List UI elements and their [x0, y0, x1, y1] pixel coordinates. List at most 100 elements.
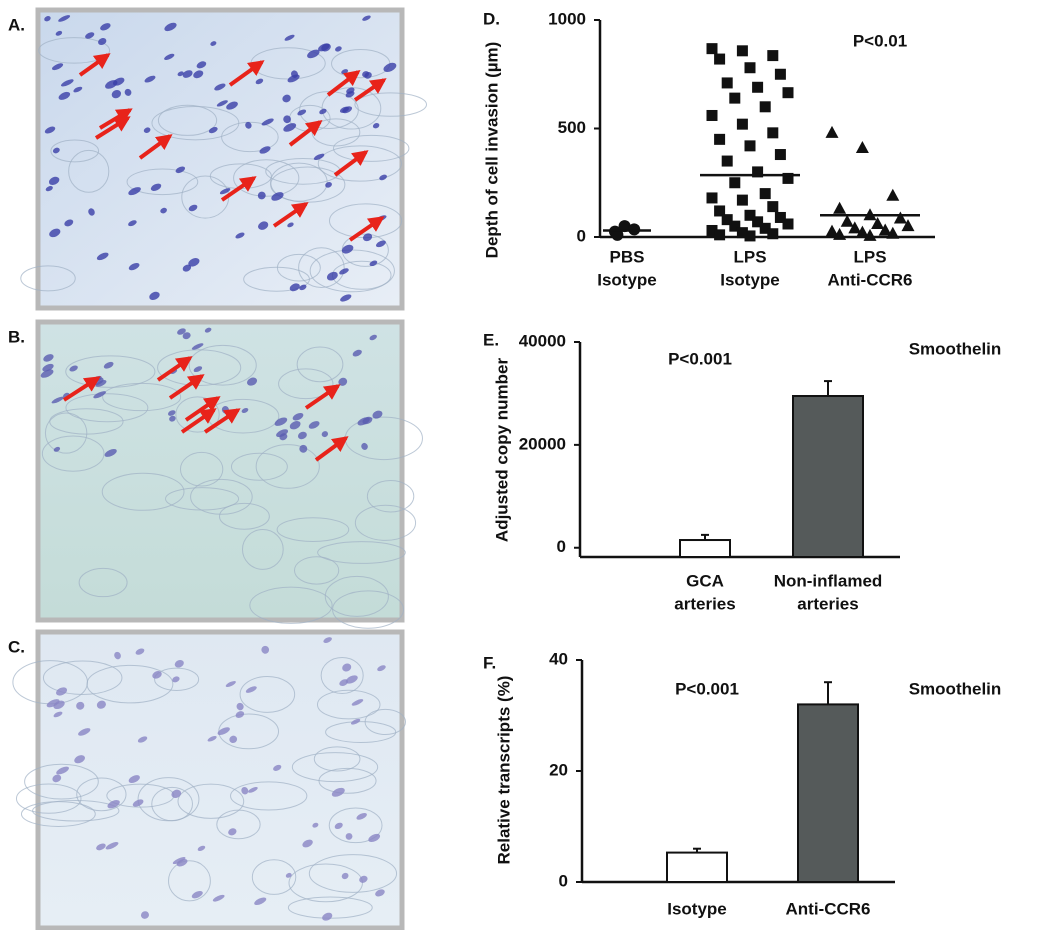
x-tick-label: GCA — [686, 571, 724, 590]
tissue-fiber — [179, 451, 224, 487]
cell-nucleus — [76, 701, 85, 710]
tissue-fiber — [296, 346, 344, 383]
arrow — [333, 150, 369, 177]
cell-nucleus — [160, 207, 167, 214]
y-tick-label: 0 — [577, 226, 586, 245]
cell-nucleus — [177, 328, 186, 335]
cell-nucleus — [143, 127, 151, 133]
cell-nucleus — [228, 828, 237, 836]
tissue-fiber — [157, 104, 218, 136]
chart-title: Smoothelin — [909, 679, 1002, 698]
cell-nucleus — [352, 349, 362, 357]
cell-nucleus — [254, 897, 267, 906]
arrow — [168, 374, 205, 400]
data-point — [782, 87, 794, 99]
cell-nucleus — [321, 431, 329, 438]
cell-nucleus — [104, 449, 117, 457]
tissue-fiber — [218, 502, 270, 530]
data-point — [840, 214, 854, 227]
tissue-fiber — [332, 590, 405, 629]
cell-nucleus — [219, 188, 231, 195]
cell-nucleus — [60, 79, 74, 87]
cell-nucleus — [98, 38, 107, 46]
data-point — [886, 226, 900, 239]
y-tick-label: 1000 — [548, 9, 586, 28]
data-point — [833, 201, 847, 214]
data-point — [833, 227, 847, 240]
cell-nucleus — [377, 665, 386, 672]
tissue-fiber — [276, 517, 350, 542]
tissue-fiber — [320, 656, 364, 695]
tissue-fiber — [78, 567, 128, 598]
cell-nucleus — [177, 71, 184, 77]
cell-nucleus — [345, 675, 358, 684]
cell-nucleus — [312, 822, 319, 828]
cell-nucleus — [53, 711, 63, 718]
cell-nucleus — [44, 126, 56, 134]
cell-nucleus — [96, 252, 109, 261]
tissue-fiber — [65, 393, 149, 423]
arrow — [62, 376, 101, 402]
cell-nucleus — [284, 34, 295, 41]
tissue-fiber — [241, 529, 284, 570]
p-value: P<0.001 — [675, 679, 739, 698]
cell-nucleus — [124, 88, 132, 96]
cell-nucleus — [339, 268, 349, 275]
cell-nucleus — [74, 755, 85, 764]
data-point — [774, 211, 786, 223]
cell-nucleus — [292, 412, 304, 421]
cell-nucleus — [271, 192, 284, 201]
cell-nucleus — [369, 334, 377, 341]
tissue-fiber — [126, 168, 199, 196]
cell-nucleus — [308, 421, 320, 429]
data-point — [706, 43, 718, 55]
cell-nucleus — [137, 736, 148, 743]
arrow — [203, 408, 241, 434]
tissue-fiber — [15, 783, 82, 814]
cell-nucleus — [241, 407, 249, 414]
y-tick-label: 0 — [559, 871, 568, 890]
x-tick-label: LPS — [733, 247, 766, 266]
data-point — [744, 62, 756, 74]
cell-nucleus — [48, 176, 60, 185]
data-point — [714, 229, 726, 241]
cell-nucleus — [52, 147, 60, 154]
cell-nucleus — [341, 244, 354, 254]
data-point — [752, 166, 764, 178]
cell-nucleus — [375, 889, 385, 897]
data-point — [744, 209, 756, 221]
cell-nucleus — [313, 153, 325, 161]
cell-nucleus — [376, 240, 386, 248]
cell-nucleus — [276, 429, 289, 438]
tissue-fiber — [221, 121, 279, 153]
data-point — [759, 188, 771, 200]
tissue-fiber — [41, 435, 105, 472]
y-axis-label: Adjusted copy number — [492, 358, 511, 543]
tissue-fiber — [230, 452, 288, 481]
data-point — [706, 109, 718, 121]
cell-nucleus — [164, 53, 175, 60]
data-point — [855, 225, 869, 238]
arrow — [304, 384, 341, 410]
cell-nucleus — [53, 700, 65, 710]
tissue-fiber — [24, 763, 99, 800]
tissue-fiber — [101, 472, 185, 511]
cell-nucleus — [96, 843, 106, 851]
cell-nucleus — [334, 822, 343, 830]
data-point — [714, 53, 726, 65]
cell-nucleus — [128, 775, 140, 783]
tissue-fiber — [249, 586, 333, 624]
tissue-fiber — [154, 667, 200, 692]
cell-nucleus — [245, 686, 257, 693]
cell-nucleus — [255, 78, 264, 85]
cell-nucleus — [175, 166, 186, 174]
cell-nucleus — [43, 354, 54, 362]
cell-nucleus — [135, 648, 145, 655]
cell-nucleus — [247, 377, 258, 386]
data-point — [774, 149, 786, 161]
data-point — [767, 50, 779, 62]
data-point — [706, 192, 718, 204]
cell-nucleus — [196, 61, 207, 69]
cell-nucleus — [248, 787, 258, 793]
cell-nucleus — [78, 728, 91, 736]
